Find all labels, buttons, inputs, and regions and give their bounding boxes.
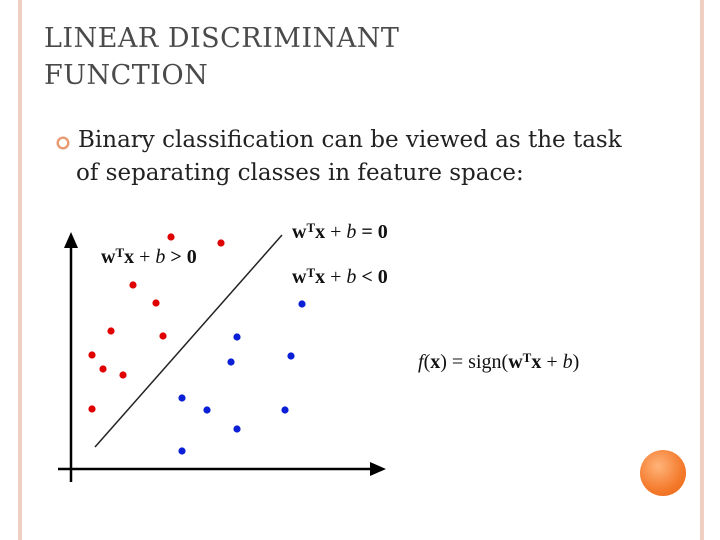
red-point	[119, 371, 127, 379]
slide-title: LINEAR DISCRIMINANT FUNCTION	[44, 20, 664, 94]
hollow-circle-bullet-icon	[56, 136, 70, 150]
left-border-decoration	[18, 0, 22, 540]
blue-point	[227, 358, 235, 366]
red-point	[88, 351, 96, 359]
equation-boundary: wTx + b = 0	[292, 220, 388, 243]
red-point	[167, 233, 175, 241]
y-axis-arrow	[64, 232, 78, 248]
red-point	[107, 327, 115, 335]
red-point	[88, 405, 96, 413]
equation-negative-side: wTx + b < 0	[292, 265, 388, 288]
red-point	[99, 365, 107, 373]
blue-point	[178, 394, 186, 402]
equation-positive-side: wTx + b > 0	[101, 245, 197, 268]
bullet-text-line-2: of separating classes in feature space:	[76, 160, 524, 186]
bullet-text-line-1: Binary classification can be viewed as t…	[78, 127, 622, 153]
right-border-decoration	[700, 0, 704, 540]
red-point	[159, 332, 167, 340]
decision-boundary-line	[94, 234, 283, 448]
decision-function-equation: f(x) = sign(wTx + b)	[418, 350, 580, 373]
red-class-points	[88, 233, 225, 413]
orange-decorative-circle	[640, 450, 686, 496]
blue-point	[178, 447, 186, 455]
blue-point	[203, 406, 211, 414]
blue-point	[287, 352, 295, 360]
x-axis-arrow	[370, 462, 386, 476]
blue-point	[233, 425, 241, 433]
red-point	[152, 299, 160, 307]
blue-point	[233, 333, 241, 341]
blue-class-points	[178, 300, 306, 455]
blue-point	[298, 300, 306, 308]
red-point	[129, 281, 137, 289]
blue-point	[281, 406, 289, 414]
title-line-1: LINEAR DISCRIMINANT	[44, 23, 400, 54]
bullet-text: Binary classification can be viewed as t…	[76, 124, 698, 190]
red-point	[217, 239, 225, 247]
title-line-2: FUNCTION	[44, 60, 209, 91]
